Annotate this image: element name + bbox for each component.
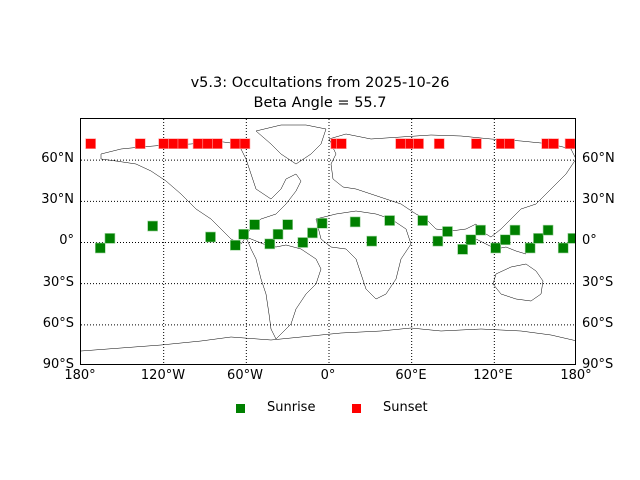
sunset-marker	[239, 138, 251, 150]
sunrise-marker	[509, 224, 521, 236]
sunrise-marker	[432, 235, 444, 247]
sunset-marker	[85, 138, 96, 150]
sunset-marker	[471, 138, 482, 150]
y-tick-left: 30°S	[42, 275, 74, 290]
y-tick-left: 60°N	[41, 151, 74, 166]
sunset-markers	[85, 138, 575, 150]
sunset-marker	[212, 138, 223, 150]
sunset-marker	[433, 138, 445, 150]
sunset-marker	[504, 138, 515, 150]
sunrise-marker	[567, 233, 575, 244]
sunrise-marker	[384, 215, 395, 226]
y-tick-right: 0°	[582, 233, 597, 248]
sunrise-marker	[238, 228, 249, 240]
sunrise-marker	[490, 242, 502, 254]
sunrise-marker	[205, 231, 216, 243]
sunrise-marker	[230, 239, 241, 251]
y-tick-right: 30°S	[582, 275, 614, 290]
sunrise-marker	[94, 242, 106, 254]
sunrise-marker	[316, 217, 328, 229]
sunrise-marker	[524, 242, 536, 254]
sunset-marker	[230, 138, 241, 150]
sunrise-marker	[297, 237, 309, 248]
sunrise-marker	[417, 215, 428, 226]
world-map	[81, 119, 575, 364]
sunset-marker	[192, 138, 204, 150]
sunrise-marker	[475, 224, 486, 236]
sunset-marker	[564, 138, 575, 150]
y-tick-left: 60°S	[42, 316, 74, 331]
sunrise-marker	[557, 242, 569, 254]
y-tick-left: 30°N	[41, 192, 74, 207]
map-plot-area	[80, 118, 576, 365]
legend-label: Sunset	[383, 400, 428, 415]
sunset-marker	[548, 138, 559, 150]
x-tick: 180°	[64, 368, 96, 383]
sunrise-marker	[349, 216, 361, 228]
sunset-marker	[177, 138, 189, 150]
coastlines	[81, 124, 575, 352]
legend: Sunrise Sunset	[0, 400, 640, 418]
y-tick-right: 30°N	[582, 192, 615, 207]
sunrise-marker	[366, 235, 378, 247]
y-tick-right: 60°N	[582, 151, 615, 166]
legend-label: Sunrise	[267, 400, 316, 415]
sunrise-marker	[465, 234, 477, 246]
x-tick: 60°W	[227, 368, 263, 383]
y-tick-right: 60°S	[582, 316, 614, 331]
y-tick-left: 90°S	[42, 357, 74, 372]
x-tick: 120°E	[473, 368, 513, 383]
sunset-marker	[202, 138, 214, 150]
sunset-marker	[168, 138, 179, 150]
sunrise-marker	[104, 233, 116, 244]
legend-item-sunset: Sunset	[352, 400, 428, 416]
sunset-marker	[395, 138, 406, 150]
sunset-marker	[336, 138, 347, 150]
chart-title: v5.3: Occultations from 2025-10-26	[190, 75, 450, 91]
square-marker-icon	[236, 403, 245, 413]
sunrise-marker	[249, 219, 260, 230]
x-tick: 60°E	[395, 368, 427, 383]
sunrise-markers	[94, 215, 575, 255]
sunrise-marker	[307, 227, 318, 239]
graticule-grid	[81, 119, 575, 364]
chart-subtitle: Beta Angle = 55.7	[253, 95, 387, 111]
sunset-marker	[158, 138, 169, 150]
sunrise-marker	[533, 233, 544, 244]
y-tick-left: 0°	[59, 233, 74, 248]
x-tick: 120°W	[140, 368, 186, 383]
legend-item-sunrise: Sunrise	[236, 400, 315, 416]
sunrise-marker	[542, 224, 554, 236]
x-tick: 0°	[320, 368, 336, 383]
sunrise-marker	[457, 244, 468, 255]
sunrise-marker	[272, 228, 284, 240]
sunrise-marker	[264, 238, 276, 250]
sunrise-marker	[147, 220, 158, 232]
square-marker-icon	[352, 403, 361, 413]
y-tick-right: 90°S	[582, 357, 614, 372]
sunrise-marker	[500, 234, 511, 246]
sunrise-marker	[282, 219, 293, 230]
sunrise-marker	[442, 226, 453, 237]
sunset-marker	[413, 138, 424, 150]
sunset-marker	[134, 138, 146, 150]
x-tick: 180°	[560, 368, 592, 383]
